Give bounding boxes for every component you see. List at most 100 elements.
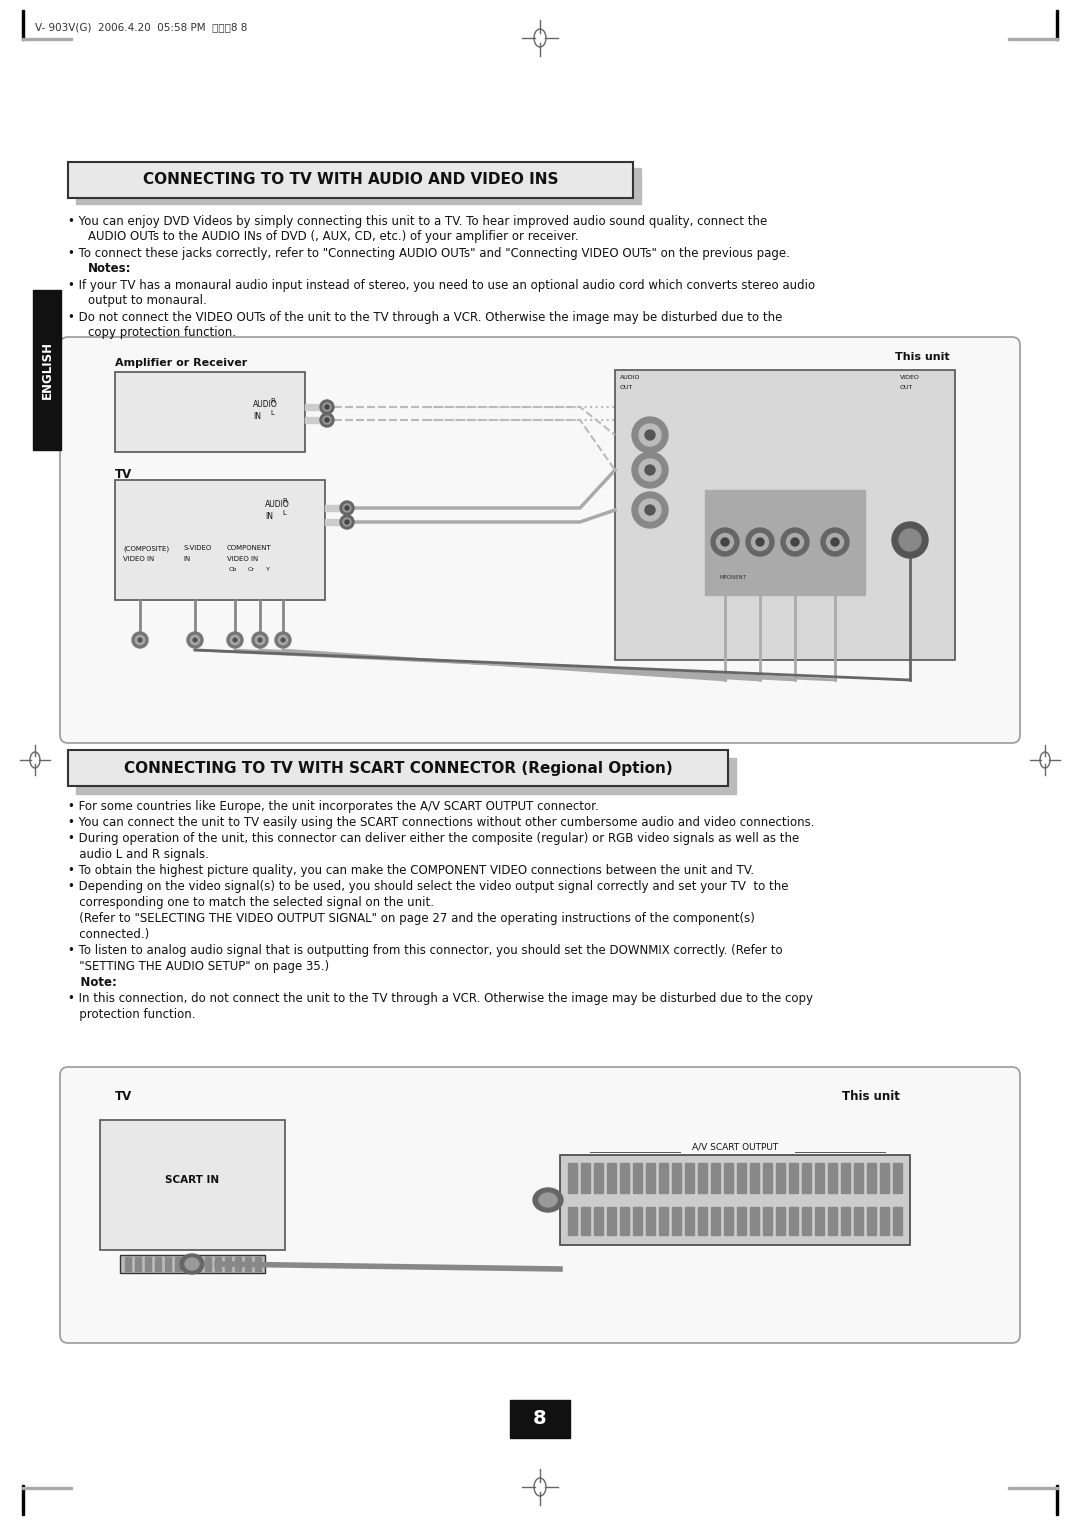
Bar bbox=[22, 1485, 24, 1514]
Text: This unit: This unit bbox=[895, 352, 950, 361]
Ellipse shape bbox=[190, 636, 200, 645]
Ellipse shape bbox=[325, 406, 329, 409]
Text: VIDEO IN: VIDEO IN bbox=[123, 557, 154, 563]
Bar bbox=[828, 1206, 837, 1235]
Bar bbox=[685, 1164, 694, 1193]
Ellipse shape bbox=[645, 430, 654, 441]
Ellipse shape bbox=[340, 502, 354, 515]
Ellipse shape bbox=[752, 534, 769, 551]
Bar bbox=[1008, 1487, 1058, 1488]
Text: AUDIO OUTs to the AUDIO INs of DVD (, AUX, CD, etc.) of your amplifier or receiv: AUDIO OUTs to the AUDIO INs of DVD (, AU… bbox=[87, 230, 579, 242]
Bar bbox=[125, 1257, 131, 1270]
Ellipse shape bbox=[831, 538, 839, 546]
Bar bbox=[185, 1257, 191, 1270]
Bar bbox=[737, 1164, 746, 1193]
Ellipse shape bbox=[632, 416, 669, 453]
Bar bbox=[685, 1206, 694, 1235]
Bar bbox=[815, 1164, 824, 1193]
Text: OUT: OUT bbox=[900, 384, 914, 390]
Ellipse shape bbox=[821, 528, 849, 557]
Bar bbox=[245, 1257, 251, 1270]
Bar bbox=[100, 1119, 285, 1250]
Bar bbox=[802, 1164, 811, 1193]
Bar bbox=[1008, 38, 1058, 40]
Text: output to monaural.: output to monaural. bbox=[87, 294, 206, 307]
Text: COMPONENT: COMPONENT bbox=[227, 544, 272, 551]
Text: ENGLISH: ENGLISH bbox=[41, 342, 54, 400]
Bar bbox=[33, 290, 60, 450]
Text: connected.): connected.) bbox=[68, 929, 149, 941]
Bar bbox=[235, 1257, 241, 1270]
Text: IN: IN bbox=[253, 412, 261, 421]
Bar bbox=[633, 1206, 642, 1235]
Bar bbox=[22, 11, 24, 40]
Bar bbox=[737, 1206, 746, 1235]
Bar bbox=[175, 1257, 181, 1270]
Text: 8: 8 bbox=[534, 1409, 546, 1429]
Bar bbox=[777, 1206, 785, 1235]
Bar bbox=[777, 1164, 785, 1193]
Text: (Refer to "SELECTING THE VIDEO OUTPUT SIGNAL" on page 27 and the operating instr: (Refer to "SELECTING THE VIDEO OUTPUT SI… bbox=[68, 912, 755, 926]
Bar bbox=[672, 1164, 681, 1193]
Text: • You can connect the unit to TV easily using the SCART connections without othe: • You can connect the unit to TV easily … bbox=[68, 816, 814, 830]
Bar bbox=[893, 1164, 902, 1193]
Ellipse shape bbox=[187, 631, 203, 648]
Bar bbox=[659, 1164, 669, 1193]
Ellipse shape bbox=[345, 506, 349, 509]
Ellipse shape bbox=[345, 520, 349, 525]
Bar bbox=[561, 1154, 910, 1244]
Text: R: R bbox=[282, 499, 287, 503]
Text: AUDIO: AUDIO bbox=[265, 500, 289, 509]
Bar bbox=[789, 1164, 798, 1193]
Bar bbox=[867, 1206, 876, 1235]
Bar bbox=[828, 1164, 837, 1193]
Bar bbox=[880, 1206, 889, 1235]
Text: L: L bbox=[282, 509, 286, 515]
Ellipse shape bbox=[645, 465, 654, 474]
Bar bbox=[581, 1164, 590, 1193]
Text: copy protection function.: copy protection function. bbox=[87, 326, 237, 339]
Bar bbox=[581, 1206, 590, 1235]
Ellipse shape bbox=[786, 534, 804, 551]
Ellipse shape bbox=[132, 631, 148, 648]
Ellipse shape bbox=[193, 637, 197, 642]
Text: • For some countries like Europe, the unit incorporates the A/V SCART OUTPUT con: • For some countries like Europe, the un… bbox=[68, 801, 598, 813]
Bar bbox=[205, 1257, 211, 1270]
Bar bbox=[22, 1487, 72, 1488]
Bar bbox=[195, 1257, 201, 1270]
Ellipse shape bbox=[252, 631, 268, 648]
FancyBboxPatch shape bbox=[60, 1068, 1020, 1344]
Bar bbox=[659, 1206, 669, 1235]
Bar bbox=[305, 404, 323, 410]
Ellipse shape bbox=[323, 416, 330, 424]
Bar bbox=[607, 1206, 616, 1235]
Ellipse shape bbox=[343, 518, 351, 526]
Bar bbox=[841, 1206, 850, 1235]
Bar bbox=[724, 1206, 733, 1235]
Ellipse shape bbox=[135, 636, 145, 645]
Bar bbox=[165, 1257, 171, 1270]
Text: IN: IN bbox=[183, 557, 190, 563]
Ellipse shape bbox=[258, 637, 262, 642]
Bar bbox=[68, 162, 633, 198]
Bar bbox=[68, 750, 728, 785]
Ellipse shape bbox=[325, 418, 329, 422]
Text: audio L and R signals.: audio L and R signals. bbox=[68, 848, 208, 862]
Text: "SETTING THE AUDIO SETUP" on page 35.): "SETTING THE AUDIO SETUP" on page 35.) bbox=[68, 961, 329, 973]
Ellipse shape bbox=[279, 636, 287, 645]
Text: AUDIO: AUDIO bbox=[620, 375, 640, 380]
Bar bbox=[750, 1164, 759, 1193]
Text: (COMPOSITE): (COMPOSITE) bbox=[123, 544, 170, 552]
Text: Cb: Cb bbox=[229, 567, 238, 572]
Ellipse shape bbox=[632, 493, 669, 528]
Text: • To connect these jacks correctly, refer to "Connecting AUDIO OUTs" and "Connec: • To connect these jacks correctly, refe… bbox=[68, 247, 789, 259]
Bar bbox=[698, 1206, 707, 1235]
Ellipse shape bbox=[781, 528, 809, 557]
Text: TV: TV bbox=[114, 468, 132, 480]
Text: MPONENT: MPONENT bbox=[720, 575, 747, 580]
Bar bbox=[114, 480, 325, 599]
Ellipse shape bbox=[233, 637, 237, 642]
Bar bbox=[120, 1255, 265, 1273]
Bar bbox=[305, 416, 323, 422]
Ellipse shape bbox=[320, 400, 334, 413]
